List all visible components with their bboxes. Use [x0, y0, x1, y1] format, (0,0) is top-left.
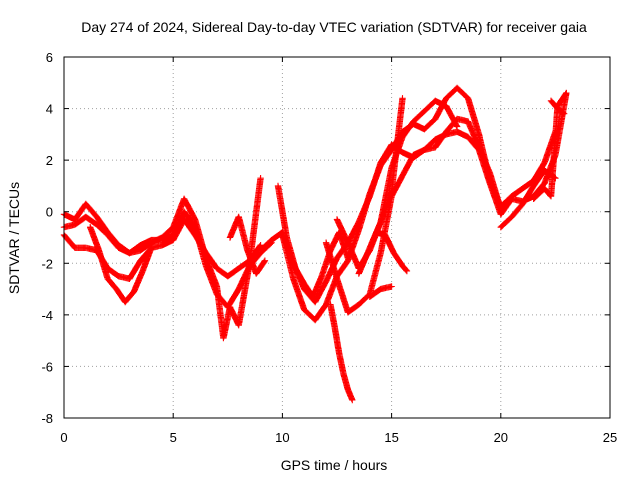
- y-tick-label: -4: [41, 308, 53, 323]
- data-point-markers: [547, 97, 568, 117]
- data-point-markers: [530, 89, 570, 202]
- x-tick-label: 20: [494, 430, 508, 445]
- y-tick-label: -6: [41, 359, 53, 374]
- x-tick-label: 15: [384, 430, 398, 445]
- series-track-15: [497, 167, 559, 231]
- data-point-markers: [87, 224, 155, 306]
- tick-layer: 0 5 10 15 20 25 -8 -6 -4 -2 0 2 4 6: [41, 50, 617, 445]
- series-track-1: [60, 175, 264, 342]
- series-track-12: [355, 97, 461, 277]
- y-axis-label: SDTVAR / TECUs: [6, 182, 22, 294]
- y-tick-label: 6: [46, 50, 53, 65]
- series-track-10: [322, 115, 504, 316]
- series-track-16: [530, 89, 570, 202]
- data-point-markers: [226, 213, 269, 277]
- x-axis-label: GPS time / hours: [281, 457, 388, 473]
- data-point-markers: [366, 283, 395, 300]
- y-tick-label: 0: [46, 205, 53, 220]
- data-point-markers: [327, 301, 356, 404]
- x-tick-label: 25: [603, 430, 617, 445]
- series-track-5: [226, 213, 269, 277]
- y-tick-label: 2: [46, 153, 53, 168]
- plot-frame: [63, 56, 611, 419]
- series-track-9: [327, 301, 356, 404]
- x-tick-label: 10: [275, 430, 289, 445]
- chart-title: Day 274 of 2024, Sidereal Day-to-day VTE…: [81, 19, 587, 35]
- data-markers-layer: [60, 84, 570, 404]
- x-tick-label: 5: [170, 430, 177, 445]
- series-track-4: [87, 224, 155, 306]
- data-point-markers: [60, 175, 264, 342]
- series-track-14: [366, 283, 395, 300]
- data-point-markers: [373, 229, 411, 275]
- series-track-17: [547, 97, 568, 117]
- y-tick-label: -2: [41, 256, 53, 271]
- x-tick-label: 0: [60, 430, 67, 445]
- data-point-markers: [497, 167, 559, 231]
- data-point-markers: [355, 97, 461, 277]
- data-point-markers: [322, 115, 504, 316]
- y-tick-label: -8: [41, 411, 53, 426]
- y-tick-label: 4: [46, 102, 53, 117]
- series-track-13: [373, 229, 411, 275]
